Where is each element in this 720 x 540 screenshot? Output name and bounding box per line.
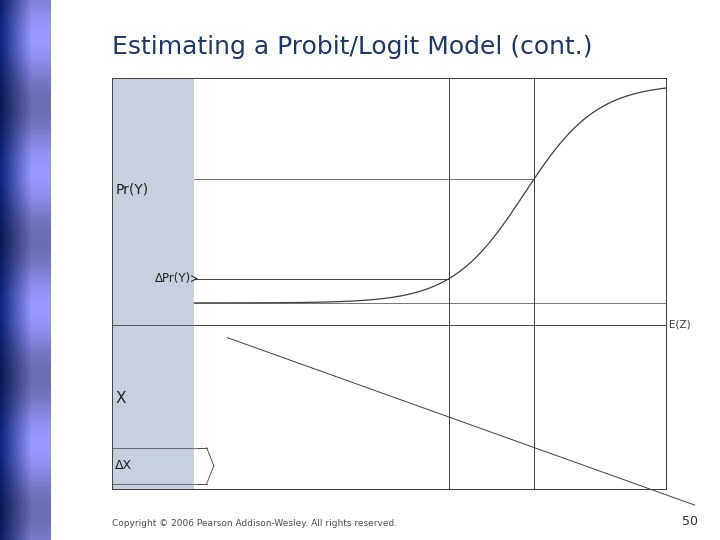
Text: Estimating a Probit/Logit Model (cont.): Estimating a Probit/Logit Model (cont.) <box>112 35 592 59</box>
Text: X: X <box>115 391 126 406</box>
Text: E(Z): E(Z) <box>669 320 690 329</box>
FancyBboxPatch shape <box>112 78 666 489</box>
Text: ΔPr(Y): ΔPr(Y) <box>155 272 191 285</box>
Text: 50: 50 <box>683 515 698 528</box>
Text: Pr(Y): Pr(Y) <box>115 182 148 196</box>
Text: Copyright © 2006 Pearson Addison-Wesley. All rights reserved.: Copyright © 2006 Pearson Addison-Wesley.… <box>112 519 397 528</box>
FancyBboxPatch shape <box>112 78 194 489</box>
Text: ΔX: ΔX <box>115 459 132 472</box>
FancyBboxPatch shape <box>194 78 666 489</box>
